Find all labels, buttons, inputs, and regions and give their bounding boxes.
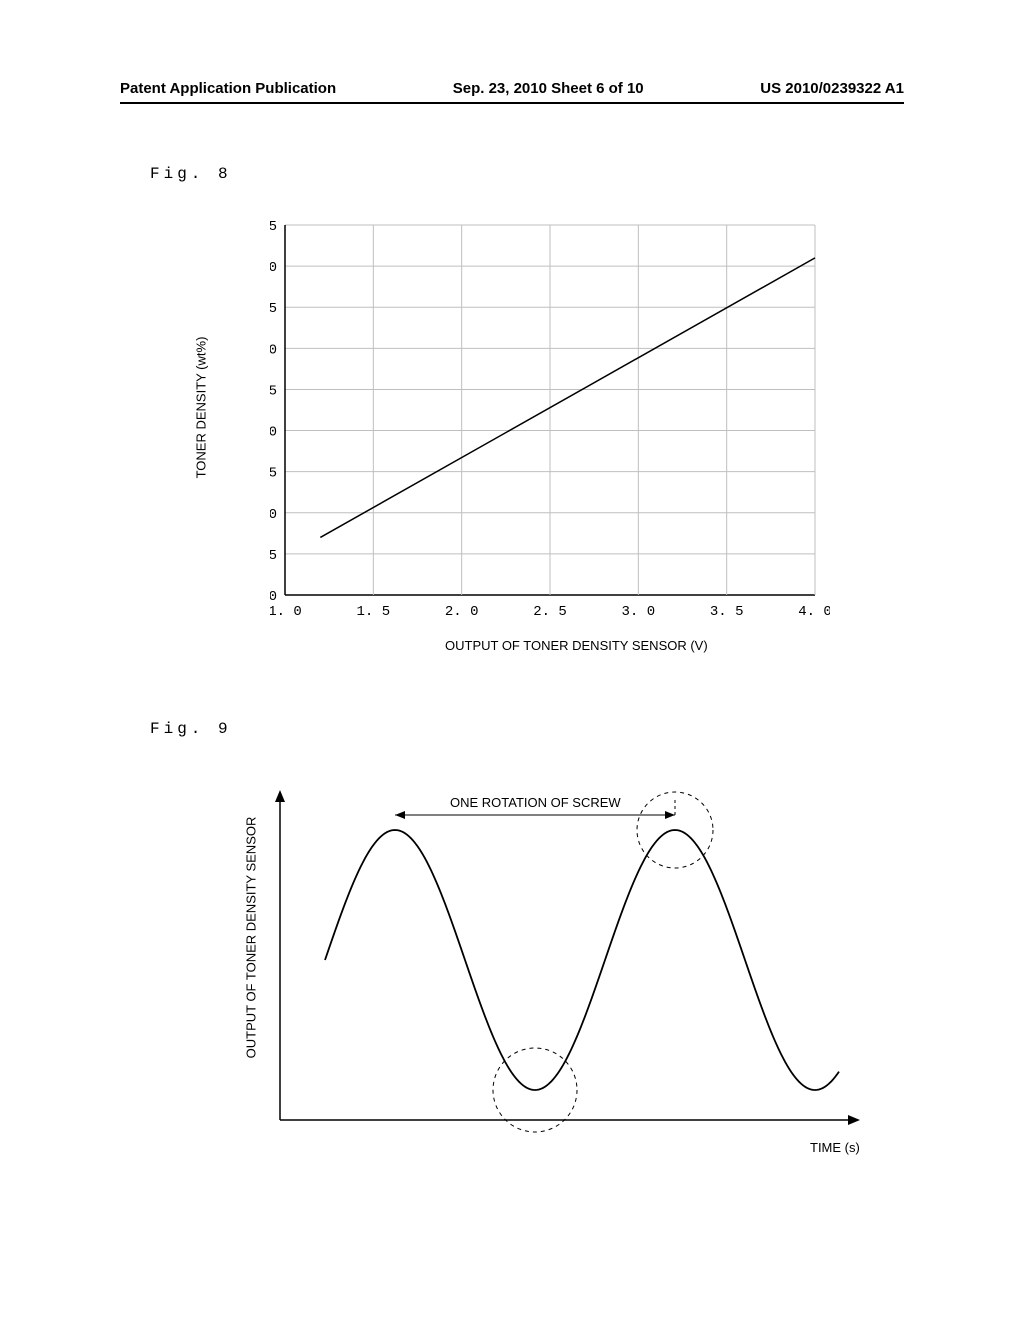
fig8-y-label: TONER DENSITY (wt%) [193,337,208,479]
svg-text:3. 0: 3. 0 [622,604,656,620]
header-left: Patent Application Publication [120,80,336,97]
svg-text:6. 0: 6. 0 [270,425,277,441]
svg-text:5. 5: 5. 5 [270,466,277,482]
svg-text:5. 0: 5. 0 [270,507,277,523]
fig8-chart: 8. 58. 07. 57. 06. 56. 05. 55. 04. 5. 01… [270,215,830,640]
header-divider [120,102,904,104]
svg-text:2. 0: 2. 0 [445,604,479,620]
fig9-annotation: ONE ROTATION OF SCREW [450,795,621,810]
svg-text:4. 5: 4. 5 [270,548,277,564]
fig8-label: Fig. 8 [150,165,232,183]
svg-text:8. 5: 8. 5 [270,219,277,235]
svg-text:2. 5: 2. 5 [533,604,567,620]
fig9-chart [255,780,895,1165]
svg-text:7. 0: 7. 0 [270,342,277,358]
fig9-y-label: OUTPUT OF TONER DENSITY SENSOR [243,817,258,1059]
svg-text:8. 0: 8. 0 [270,260,277,276]
header-right: US 2010/0239322 A1 [760,80,904,97]
svg-text:6. 5: 6. 5 [270,383,277,399]
svg-text:7. 5: 7. 5 [270,301,277,317]
svg-text:3. 5: 3. 5 [710,604,744,620]
fig9-svg [255,780,895,1160]
header-center: Sep. 23, 2010 Sheet 6 of 10 [453,80,644,97]
svg-text:. 0: . 0 [270,589,277,605]
fig9-label: Fig. 9 [150,720,232,738]
fig8-x-label: OUTPUT OF TONER DENSITY SENSOR (V) [445,638,708,653]
svg-text:1. 5: 1. 5 [357,604,391,620]
page-header: Patent Application Publication Sep. 23, … [0,80,1024,97]
svg-text:4. 0: 4. 0 [798,604,830,620]
svg-text:1. 0: 1. 0 [270,604,302,620]
fig9-x-label: TIME (s) [810,1140,860,1155]
fig8-svg: 8. 58. 07. 57. 06. 56. 05. 55. 04. 5. 01… [270,215,830,635]
